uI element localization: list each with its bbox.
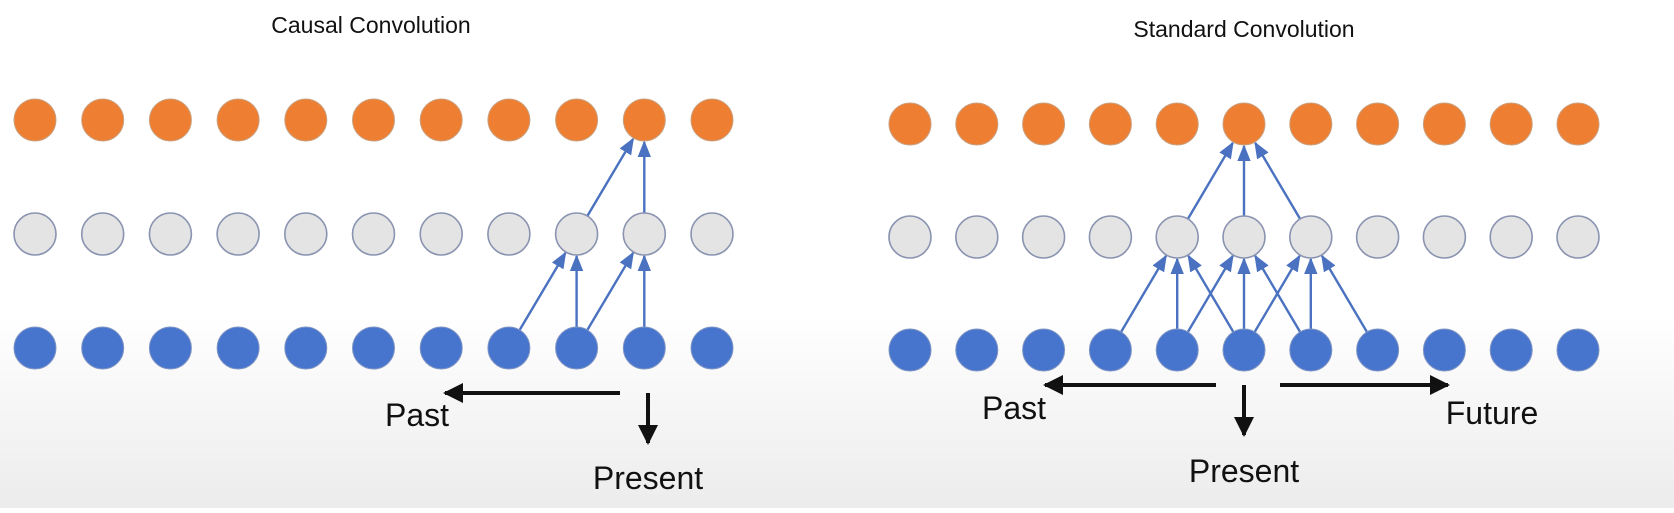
causal-output-node-0 [13,98,57,142]
standard-hidden-node-10 [1556,215,1600,259]
standard-connection-8 [1320,254,1369,335]
standard-hidden-node-4 [1155,215,1199,259]
standard-hidden-node-6 [1289,215,1333,259]
standard-connection-6 [1252,254,1301,335]
causal-time-axis [443,383,658,445]
standard-output-node-2 [1022,102,1066,146]
standard-output-node-0 [888,102,932,146]
standard-connection-3 [1185,254,1234,335]
standard-output-node-1 [955,102,999,146]
causal-hidden-node-8 [554,212,599,256]
causal-input-node-1 [81,326,125,370]
causal-hidden-node-5 [351,212,396,256]
causal-input-node-0 [13,326,57,370]
standard-hidden-node-0 [888,215,932,259]
standard-hidden-node-3 [1088,215,1133,259]
standard-output-node-5 [1222,102,1266,146]
causal-hidden-node-4 [283,212,328,256]
standard-connections [1119,141,1369,335]
causal-hidden-node-10 [690,212,734,256]
causal-output-node-3 [216,98,260,142]
causal-hidden-node-0 [13,212,57,256]
standard-input-node-6 [1289,328,1333,372]
causal-output-node-6 [419,98,463,142]
standard-input-node-2 [1022,328,1066,372]
causal-output-node-1 [81,98,125,142]
standard-input-node-9 [1489,328,1533,372]
standard-output-node-6 [1289,102,1333,146]
standard-hidden-node-8 [1422,215,1467,259]
causal-output-node-7 [487,98,531,142]
standard-diagram-title: Standard Convolution [1133,16,1354,42]
standard-connection-2 [1187,254,1236,335]
causal-connections [517,137,652,333]
causal-input-node-4 [284,326,328,370]
standard-hidden-node-7 [1355,215,1400,259]
causal-present-label: Present [593,460,703,496]
standard-connection-5 [1254,254,1303,335]
standard-input-node-1 [955,328,999,372]
standard-input-node-0 [888,328,932,372]
standard-hidden-node-5 [1222,215,1266,259]
standard-time-axis [1043,375,1450,437]
standard-hidden-node-9 [1489,215,1533,259]
standard-input-node-3 [1088,328,1132,372]
standard-past-label: Past [982,390,1046,426]
causal-connection-4 [585,137,635,219]
standard-present-label: Present [1189,453,1299,489]
standard-input-node-8 [1422,328,1466,372]
standard-nodes [888,102,1600,372]
causal-hidden-node-7 [487,212,531,256]
standard-input-node-7 [1356,328,1400,372]
standard-hidden-node-2 [1021,215,1066,259]
standard-output-node-9 [1489,102,1533,146]
causal-output-node-4 [284,98,328,142]
causal-connection-2 [585,251,635,333]
standard-input-node-4 [1155,328,1199,372]
causal-hidden-node-2 [148,212,193,256]
causal-connection-0 [517,251,567,333]
causal-output-node-2 [148,98,192,142]
standard-input-node-10 [1556,328,1600,372]
causal-hidden-node-6 [419,212,464,256]
causal-hidden-node-1 [80,212,125,256]
standard-connection-11 [1254,141,1303,222]
standard-hidden-node-1 [954,215,999,259]
causal-output-node-8 [555,98,599,142]
causal-input-node-2 [148,326,192,370]
causal-input-node-5 [352,326,395,370]
causal-input-node-7 [487,326,531,370]
standard-output-node-3 [1088,102,1132,146]
standard-input-node-5 [1222,328,1266,372]
standard-convolution-diagram: Standard Convolution Past Present Future [888,16,1600,489]
causal-input-node-10 [690,326,734,370]
standard-connection-0 [1119,254,1168,335]
causal-input-node-9 [622,326,666,370]
causal-nodes [13,98,734,370]
standard-connection-9 [1185,141,1234,222]
causal-hidden-node-9 [622,212,667,256]
standard-output-node-4 [1155,102,1199,146]
causal-hidden-node-3 [216,212,260,256]
standard-output-node-10 [1556,102,1600,146]
causal-convolution-diagram: Causal Convolution Past Present [13,12,734,496]
causal-output-node-5 [352,98,395,142]
causal-input-node-8 [555,326,599,370]
causal-output-node-9 [622,98,666,142]
standard-output-node-7 [1356,102,1400,146]
causal-past-label: Past [385,397,449,433]
causal-diagram-title: Causal Convolution [271,12,470,38]
standard-output-node-8 [1422,102,1466,146]
standard-future-label: Future [1446,395,1538,431]
causal-output-node-10 [690,98,734,142]
causal-input-node-6 [419,326,463,370]
causal-input-node-3 [216,326,260,370]
